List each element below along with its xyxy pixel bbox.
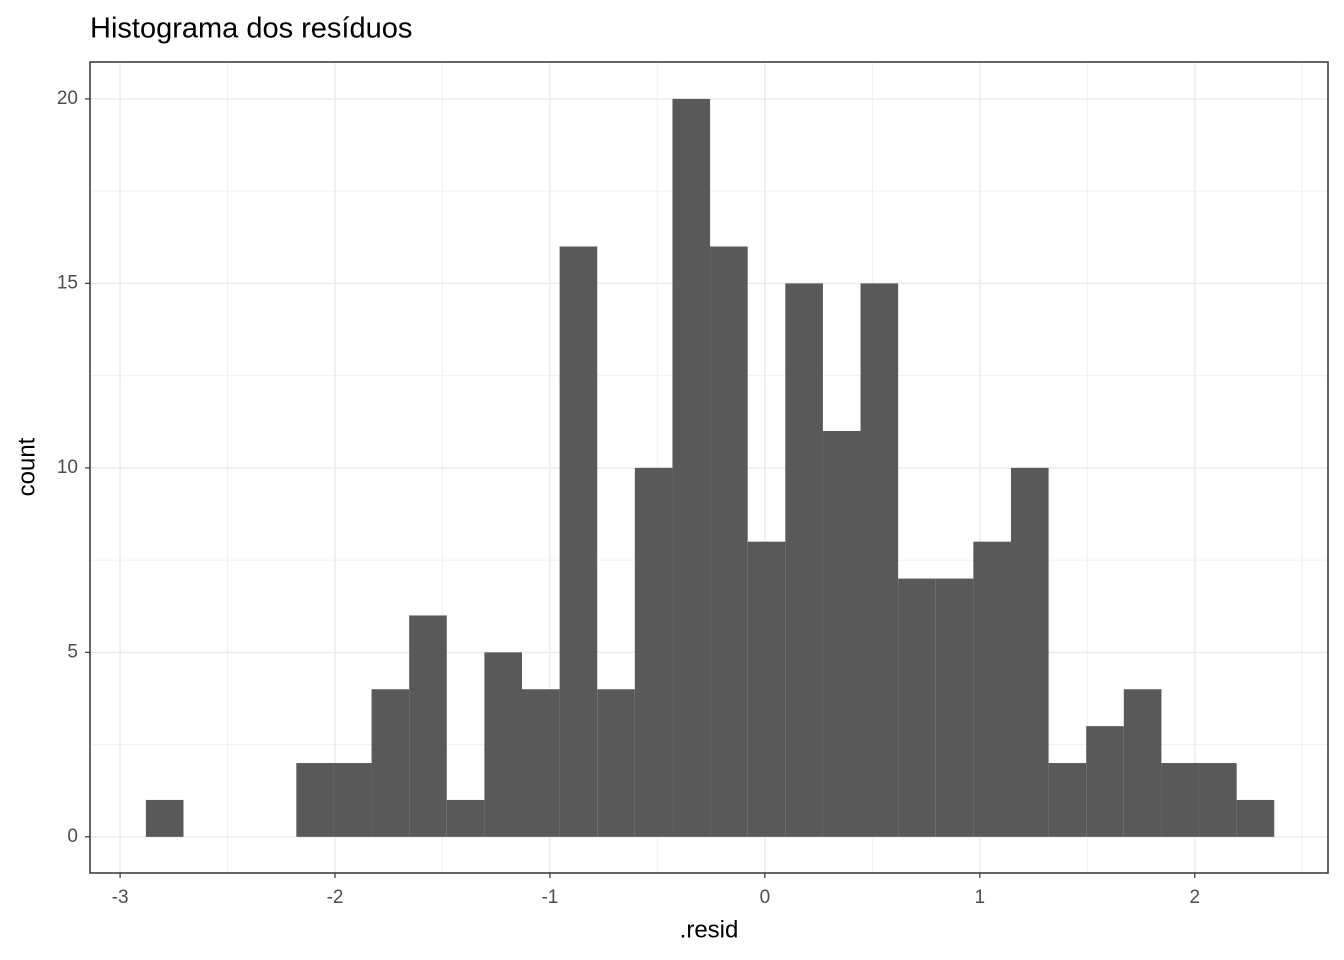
x-tick-label: -2 (327, 887, 344, 908)
bar (597, 689, 635, 837)
bar (973, 541, 1011, 837)
bar (371, 689, 410, 837)
bar (1010, 467, 1049, 837)
bar (785, 283, 823, 837)
x-axis-title: .resid (680, 916, 739, 943)
bar (484, 652, 523, 837)
bar (559, 246, 598, 837)
bar (1161, 763, 1200, 837)
y-tick-label: 20 (57, 88, 78, 109)
bar (747, 541, 786, 837)
y-tick-label: 10 (57, 457, 78, 478)
bar (1123, 689, 1162, 837)
bar (145, 799, 184, 837)
bar (935, 578, 974, 837)
bar (1086, 726, 1124, 837)
panel-border (89, 61, 1329, 874)
y-tick-label: 15 (57, 272, 78, 293)
x-tick-label: 1 (975, 887, 986, 908)
bar (1048, 763, 1087, 837)
bar (672, 98, 711, 837)
bar (822, 430, 861, 837)
bar (860, 283, 899, 837)
bar (1236, 799, 1275, 837)
bar (333, 763, 372, 837)
bar (1199, 763, 1237, 837)
bar (898, 578, 936, 837)
bar (634, 467, 673, 837)
chart-title: Histograma dos resíduos (90, 13, 412, 45)
bar (710, 246, 748, 837)
x-tick-label: -1 (541, 887, 558, 908)
x-tick-label: 2 (1189, 887, 1200, 908)
bar (446, 799, 485, 837)
x-tick-label: -3 (112, 887, 129, 908)
bar (522, 689, 560, 837)
y-tick-label: 5 (67, 641, 78, 662)
bar (409, 615, 447, 837)
x-tick-label: 0 (760, 887, 771, 908)
y-tick-label: 0 (67, 826, 78, 847)
y-axis-title: count (13, 437, 40, 496)
bar (296, 763, 334, 837)
